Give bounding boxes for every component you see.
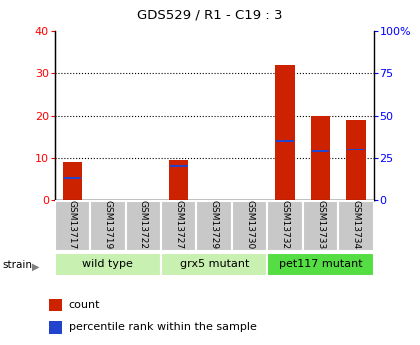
Bar bbox=[276, 140, 294, 142]
Bar bbox=[169, 160, 189, 200]
Text: GSM13729: GSM13729 bbox=[210, 200, 219, 249]
Text: GSM13717: GSM13717 bbox=[68, 200, 77, 249]
FancyBboxPatch shape bbox=[126, 201, 161, 251]
Bar bbox=[346, 120, 366, 200]
FancyBboxPatch shape bbox=[197, 201, 232, 251]
Text: GSM13719: GSM13719 bbox=[103, 200, 112, 249]
FancyBboxPatch shape bbox=[268, 201, 303, 251]
Text: GSM13732: GSM13732 bbox=[281, 200, 290, 249]
Bar bbox=[170, 166, 187, 167]
Text: ▶: ▶ bbox=[32, 262, 39, 272]
FancyBboxPatch shape bbox=[161, 201, 197, 251]
FancyBboxPatch shape bbox=[90, 201, 126, 251]
Text: pet117 mutant: pet117 mutant bbox=[279, 259, 362, 269]
Text: percentile rank within the sample: percentile rank within the sample bbox=[69, 322, 257, 332]
Text: GSM13730: GSM13730 bbox=[245, 200, 254, 249]
Bar bbox=[311, 116, 331, 200]
Text: GSM13733: GSM13733 bbox=[316, 200, 325, 249]
Text: GSM13722: GSM13722 bbox=[139, 200, 148, 249]
Text: GSM13727: GSM13727 bbox=[174, 200, 183, 249]
Bar bbox=[276, 65, 295, 200]
FancyBboxPatch shape bbox=[55, 201, 90, 251]
FancyBboxPatch shape bbox=[232, 201, 268, 251]
Text: grx5 mutant: grx5 mutant bbox=[179, 259, 249, 269]
FancyBboxPatch shape bbox=[161, 253, 268, 276]
FancyBboxPatch shape bbox=[339, 201, 374, 251]
Bar bbox=[49, 299, 62, 311]
Text: GSM13734: GSM13734 bbox=[352, 200, 360, 249]
Bar bbox=[63, 162, 82, 200]
Text: count: count bbox=[69, 300, 100, 310]
Bar bbox=[49, 321, 62, 334]
FancyBboxPatch shape bbox=[303, 201, 339, 251]
Text: strain: strain bbox=[2, 260, 32, 270]
FancyBboxPatch shape bbox=[268, 253, 374, 276]
Bar bbox=[347, 149, 365, 150]
Bar bbox=[63, 177, 81, 179]
Text: wild type: wild type bbox=[82, 259, 133, 269]
Text: GDS529 / R1 - C19 : 3: GDS529 / R1 - C19 : 3 bbox=[137, 9, 283, 22]
FancyBboxPatch shape bbox=[55, 253, 161, 276]
Bar bbox=[312, 150, 329, 152]
